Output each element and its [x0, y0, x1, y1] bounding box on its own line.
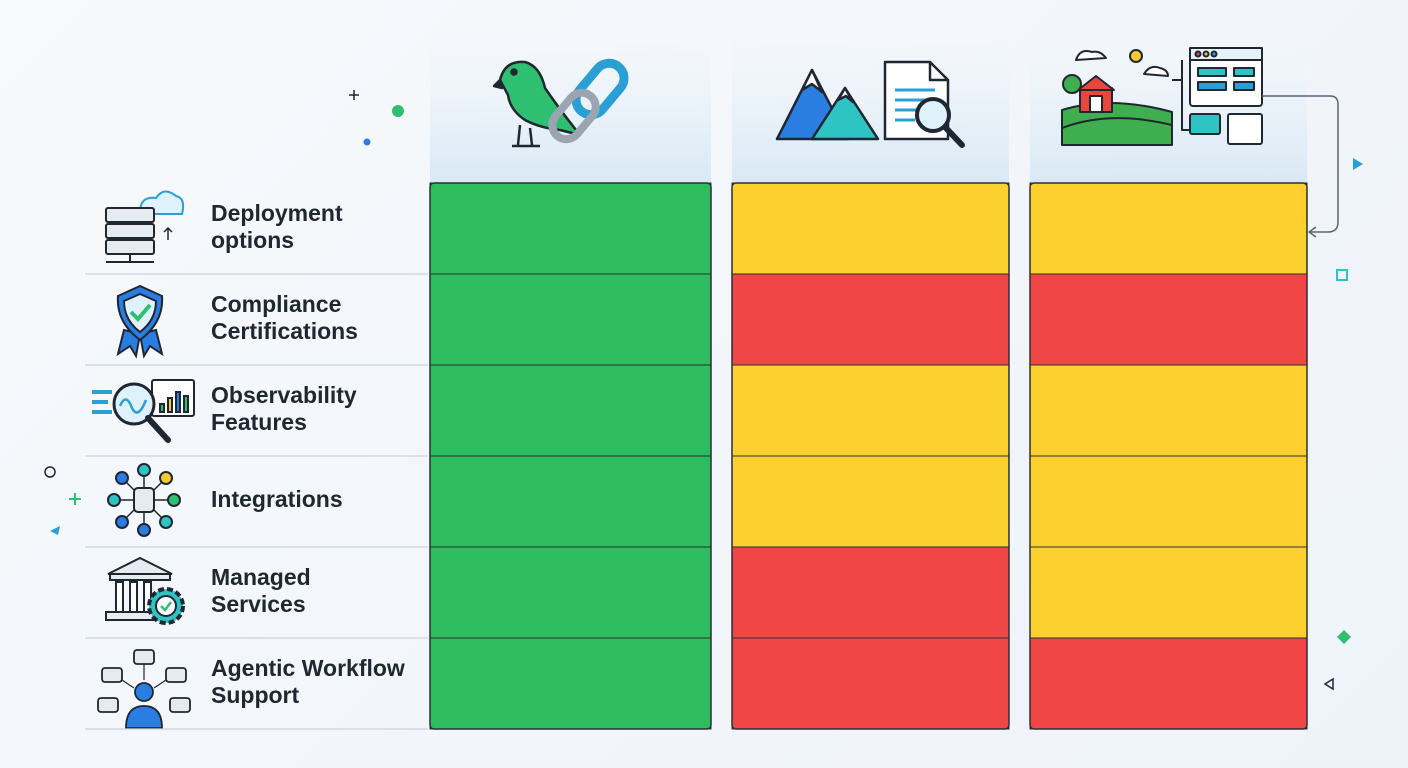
- row-label-line: Services: [211, 590, 306, 617]
- row-label-line: Certifications: [211, 317, 358, 344]
- row-label: Deployment options: [211, 200, 343, 254]
- row-label: Agentic Workflow Support: [211, 655, 405, 709]
- farm-dashboard-icon: [1061, 47, 1339, 238]
- status-cell: [731, 364, 1010, 457]
- row-label-line: Support: [211, 681, 300, 708]
- network-hub-icon: [107, 463, 181, 537]
- status-cell: [429, 546, 712, 639]
- status-cell: [731, 455, 1010, 548]
- row-label: Integrations: [211, 486, 343, 513]
- status-grid: [85, 182, 1308, 730]
- server-cloud-icon: [105, 190, 185, 263]
- row-label-line: Managed: [211, 563, 311, 590]
- row-label: Managed Services: [211, 564, 311, 618]
- status-cell: [1029, 546, 1308, 639]
- column-outline: [429, 182, 712, 730]
- status-cell: [1029, 273, 1308, 366]
- shield-badge-icon: [116, 284, 164, 359]
- column-header-bg: [430, 40, 711, 183]
- row-label-line: Deployment: [211, 199, 343, 226]
- row-label-line: Observability: [211, 381, 357, 408]
- person-robots-icon: [97, 649, 191, 729]
- row-label-line: options: [211, 226, 295, 253]
- status-cell: [731, 273, 1010, 366]
- column-outline: [731, 182, 1010, 730]
- status-cell: [1029, 364, 1308, 457]
- status-cell: [429, 364, 712, 457]
- status-cell: [731, 637, 1010, 730]
- row-label: Compliance Certifications: [211, 291, 358, 345]
- status-cell: [1029, 182, 1308, 275]
- row-label-line: Agentic Workflow: [211, 654, 405, 681]
- mountains-document-icon: [775, 60, 965, 148]
- bank-gear-icon: [105, 556, 185, 625]
- status-cell: [429, 273, 712, 366]
- status-cell: [1029, 455, 1308, 548]
- status-cell: [731, 182, 1010, 275]
- status-cell: [429, 637, 712, 730]
- decorations: [44, 90, 1363, 691]
- column-header-bg: [732, 40, 1009, 183]
- status-cell: [1029, 637, 1308, 730]
- row-label: Observability Features: [211, 382, 357, 436]
- row-label-line: Compliance: [211, 290, 342, 317]
- row-label-line: Integrations: [211, 486, 343, 512]
- column-outline: [1029, 182, 1308, 730]
- magnifier-chart-icon: [92, 379, 195, 443]
- status-cell: [731, 546, 1010, 639]
- status-cell: [429, 182, 712, 275]
- row-label-line: Features: [211, 408, 307, 435]
- parrot-chain-icon: [492, 58, 629, 148]
- status-cell: [429, 455, 712, 548]
